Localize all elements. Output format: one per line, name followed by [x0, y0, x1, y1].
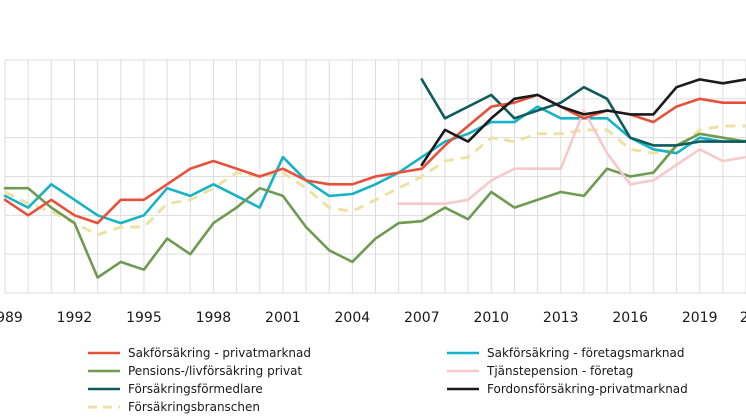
legend-label: Sakförsäkring - privatmarknad: [128, 346, 311, 360]
x-axis-ticks: 1989 1992 1995 1998 2001 2004 2007 2010 2013 2016…: [0, 310, 746, 326]
series-line-4: [420, 78, 746, 147]
series-line-3: [397, 109, 746, 205]
x-tick-label: 1989: [0, 310, 23, 326]
x-tick-label: 2007: [404, 310, 440, 326]
x-tick-label: 2004: [335, 310, 371, 326]
legend: Sakförsäkring - privatmarknad Sakförsäkri…: [88, 346, 688, 414]
gridlines: [4, 59, 746, 294]
x-tick-label: 2019: [682, 310, 718, 326]
series-line-2: [3, 132, 746, 279]
legend-label: Försäkringsförmedlare: [128, 382, 263, 396]
legend-label: Tjänstepension - företag: [486, 364, 633, 378]
x-tick-label: 1998: [196, 310, 232, 326]
series-line-1: [3, 105, 746, 225]
legend-label: Sakförsäkring - företagsmarknad: [487, 346, 684, 360]
x-tick-label: 1992: [57, 310, 93, 326]
x-tick-label: 2016: [612, 310, 648, 326]
series-line-0: [3, 93, 746, 225]
legend-label: Pensions-/livförsäkring privat: [128, 364, 302, 378]
x-tick-label: 2010: [473, 310, 509, 326]
x-tick-label: 2013: [543, 310, 579, 326]
x-tick-label: 2021: [740, 310, 746, 326]
series-line-6: [4, 124, 746, 237]
legend-label: Fordonsförsäkring-privatmarknad: [487, 382, 688, 396]
series-lines: [3, 78, 746, 279]
x-tick-label: 2001: [265, 310, 301, 326]
legend-label: Försäkringsbranschen: [128, 400, 260, 414]
x-tick-label: 1995: [126, 310, 162, 326]
series-line-5: [420, 78, 746, 167]
